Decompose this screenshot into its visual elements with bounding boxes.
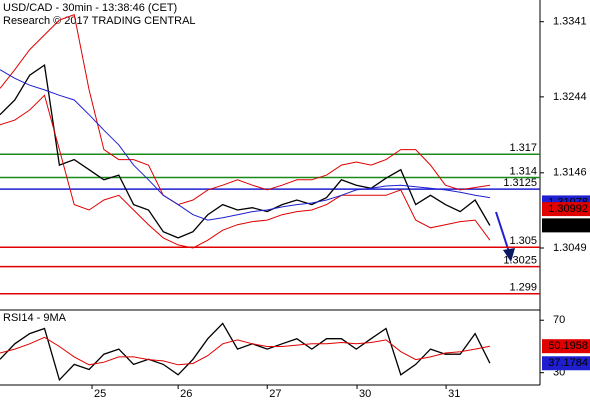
y-tick-label: 1.3049 xyxy=(553,242,587,254)
price-badge xyxy=(542,202,590,217)
y-tick-label: 70 xyxy=(553,314,565,326)
x-tick-label: 27 xyxy=(269,388,281,400)
series-line xyxy=(0,14,490,206)
forecast-arrow xyxy=(495,211,515,262)
price-badge xyxy=(542,339,590,354)
level-label: 1.317 xyxy=(509,142,537,154)
level-label: 1.3125 xyxy=(503,177,537,189)
level-label: 1.3025 xyxy=(503,255,537,267)
y-tick-label: 1.3146 xyxy=(553,167,587,179)
x-tick-label: 30 xyxy=(359,388,371,400)
series-line xyxy=(0,336,490,366)
series-line xyxy=(0,94,491,249)
chart-subtitle: Research © 2017 TRADING CENTRAL xyxy=(3,15,196,27)
rsi-title: RSI14 - 9MA xyxy=(3,312,67,324)
chart-title: USD/CAD - 30min - 13:38:46 (CET) xyxy=(3,2,177,14)
price-badge-label: 37.1784 xyxy=(548,357,588,369)
level-label: 1.299 xyxy=(509,282,537,294)
y-tick-label: 1.3341 xyxy=(553,16,587,28)
level-label: 1.305 xyxy=(509,235,537,247)
series-line xyxy=(0,63,491,239)
price-badge-label: 50.1958 xyxy=(548,340,588,352)
x-tick-label: 25 xyxy=(94,388,106,400)
price-badge xyxy=(542,356,590,371)
y-tick-label: 1.3244 xyxy=(553,91,587,103)
price-badge xyxy=(542,218,590,233)
x-tick-label: 31 xyxy=(448,388,460,400)
x-tick-label: 26 xyxy=(180,388,192,400)
level-label: 1.314 xyxy=(509,165,537,177)
price-badge-label: 1.30992 xyxy=(548,203,588,215)
series-line xyxy=(0,322,491,382)
price-badge-label: 1.30782 xyxy=(548,219,588,231)
series-line xyxy=(0,69,490,221)
